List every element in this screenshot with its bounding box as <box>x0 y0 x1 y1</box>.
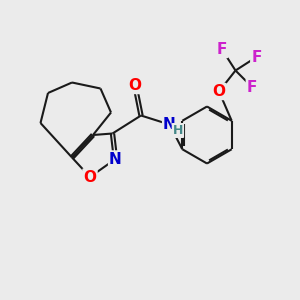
Text: F: F <box>251 50 262 64</box>
Text: O: O <box>128 78 142 93</box>
Text: F: F <box>217 42 227 57</box>
Text: O: O <box>212 84 226 99</box>
Text: N: N <box>163 117 176 132</box>
Text: O: O <box>83 169 97 184</box>
Text: N: N <box>109 152 122 166</box>
Text: F: F <box>247 80 257 94</box>
Text: H: H <box>173 124 183 137</box>
